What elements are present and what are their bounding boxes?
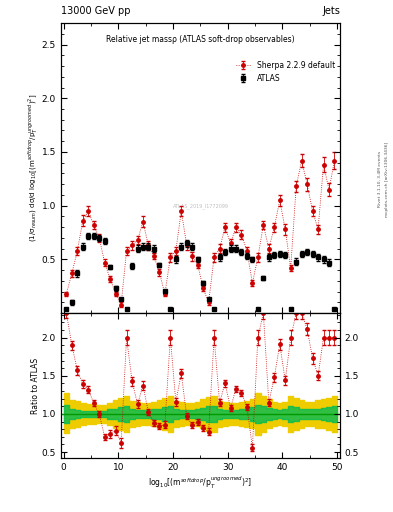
Text: Jets: Jets <box>322 6 340 16</box>
Text: ATLAS_2019_I1772099: ATLAS_2019_I1772099 <box>173 203 228 209</box>
Text: Rivet 3.1.10, 3.4M events: Rivet 3.1.10, 3.4M events <box>378 151 382 207</box>
X-axis label: log$_{10}$[(m$^{soft drop}$/p$_T^{ungroomed}$)$^2$]: log$_{10}$[(m$^{soft drop}$/p$_T^{ungroo… <box>148 475 253 491</box>
Text: Relative jet massρ (ATLAS soft-drop observables): Relative jet massρ (ATLAS soft-drop obse… <box>106 35 295 44</box>
Text: mcplots.cern.ch [arXiv:1306.3436]: mcplots.cern.ch [arXiv:1306.3436] <box>385 142 389 217</box>
Y-axis label: Ratio to ATLAS: Ratio to ATLAS <box>31 358 40 414</box>
Legend: Sherpa 2.2.9 default, ATLAS: Sherpa 2.2.9 default, ATLAS <box>233 58 338 86</box>
Text: 13000 GeV pp: 13000 GeV pp <box>61 6 130 16</box>
Y-axis label: (1/σ$_{resum}$) dσ/d log$_{10}$[(m$^{soft drop}$/p$_T^{ungroomed}$)$^2$]: (1/σ$_{resum}$) dσ/d log$_{10}$[(m$^{sof… <box>27 94 40 242</box>
